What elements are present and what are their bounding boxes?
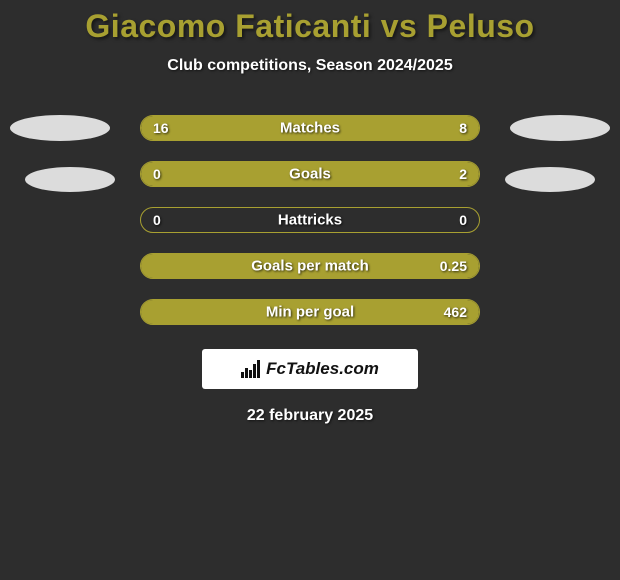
stat-row: Matches 16 8 — [0, 105, 620, 151]
source-badge: FcTables.com — [202, 349, 418, 389]
stats-area: Matches 16 8 Goals 0 2 Hattricks 0 0 Goals per ma… — [0, 105, 620, 335]
stat-bar-track: Goals 0 2 — [140, 161, 480, 187]
stat-row: Goals per match 0.25 — [0, 243, 620, 289]
stat-bar-track: Goals per match 0.25 — [140, 253, 480, 279]
stat-value-right: 0.25 — [440, 258, 467, 274]
stat-bar-track: Min per goal 462 — [140, 299, 480, 325]
stat-value-left: 16 — [153, 120, 169, 136]
stat-value-right: 0 — [459, 212, 467, 228]
stat-bar-right-fill — [202, 162, 479, 186]
stat-label: Goals per match — [251, 258, 369, 275]
stat-value-left: 0 — [153, 166, 161, 182]
infographic-container: Giacomo Faticanti vs Peluso Club competi… — [0, 0, 620, 425]
stat-bar-left-fill — [141, 162, 202, 186]
stat-row: Goals 0 2 — [0, 151, 620, 197]
bar-chart-icon — [241, 360, 260, 378]
stat-bar-track: Hattricks 0 0 — [140, 207, 480, 233]
stat-value-right: 462 — [444, 304, 467, 320]
stat-value-right: 2 — [459, 166, 467, 182]
stat-row: Min per goal 462 — [0, 289, 620, 335]
source-badge-text: FcTables.com — [266, 359, 379, 379]
comparison-subtitle: Club competitions, Season 2024/2025 — [0, 57, 620, 75]
footer-date: 22 february 2025 — [0, 407, 620, 425]
stat-value-right: 8 — [459, 120, 467, 136]
stat-label: Hattricks — [278, 212, 342, 229]
stat-label: Min per goal — [266, 304, 354, 321]
stat-bar-track: Matches 16 8 — [140, 115, 480, 141]
stat-rows: Matches 16 8 Goals 0 2 Hattricks 0 0 Goals per ma… — [0, 105, 620, 335]
stat-label: Matches — [280, 120, 340, 137]
stat-value-left: 0 — [153, 212, 161, 228]
comparison-title: Giacomo Faticanti vs Peluso — [0, 8, 620, 45]
stat-label: Goals — [289, 166, 331, 183]
stat-row: Hattricks 0 0 — [0, 197, 620, 243]
